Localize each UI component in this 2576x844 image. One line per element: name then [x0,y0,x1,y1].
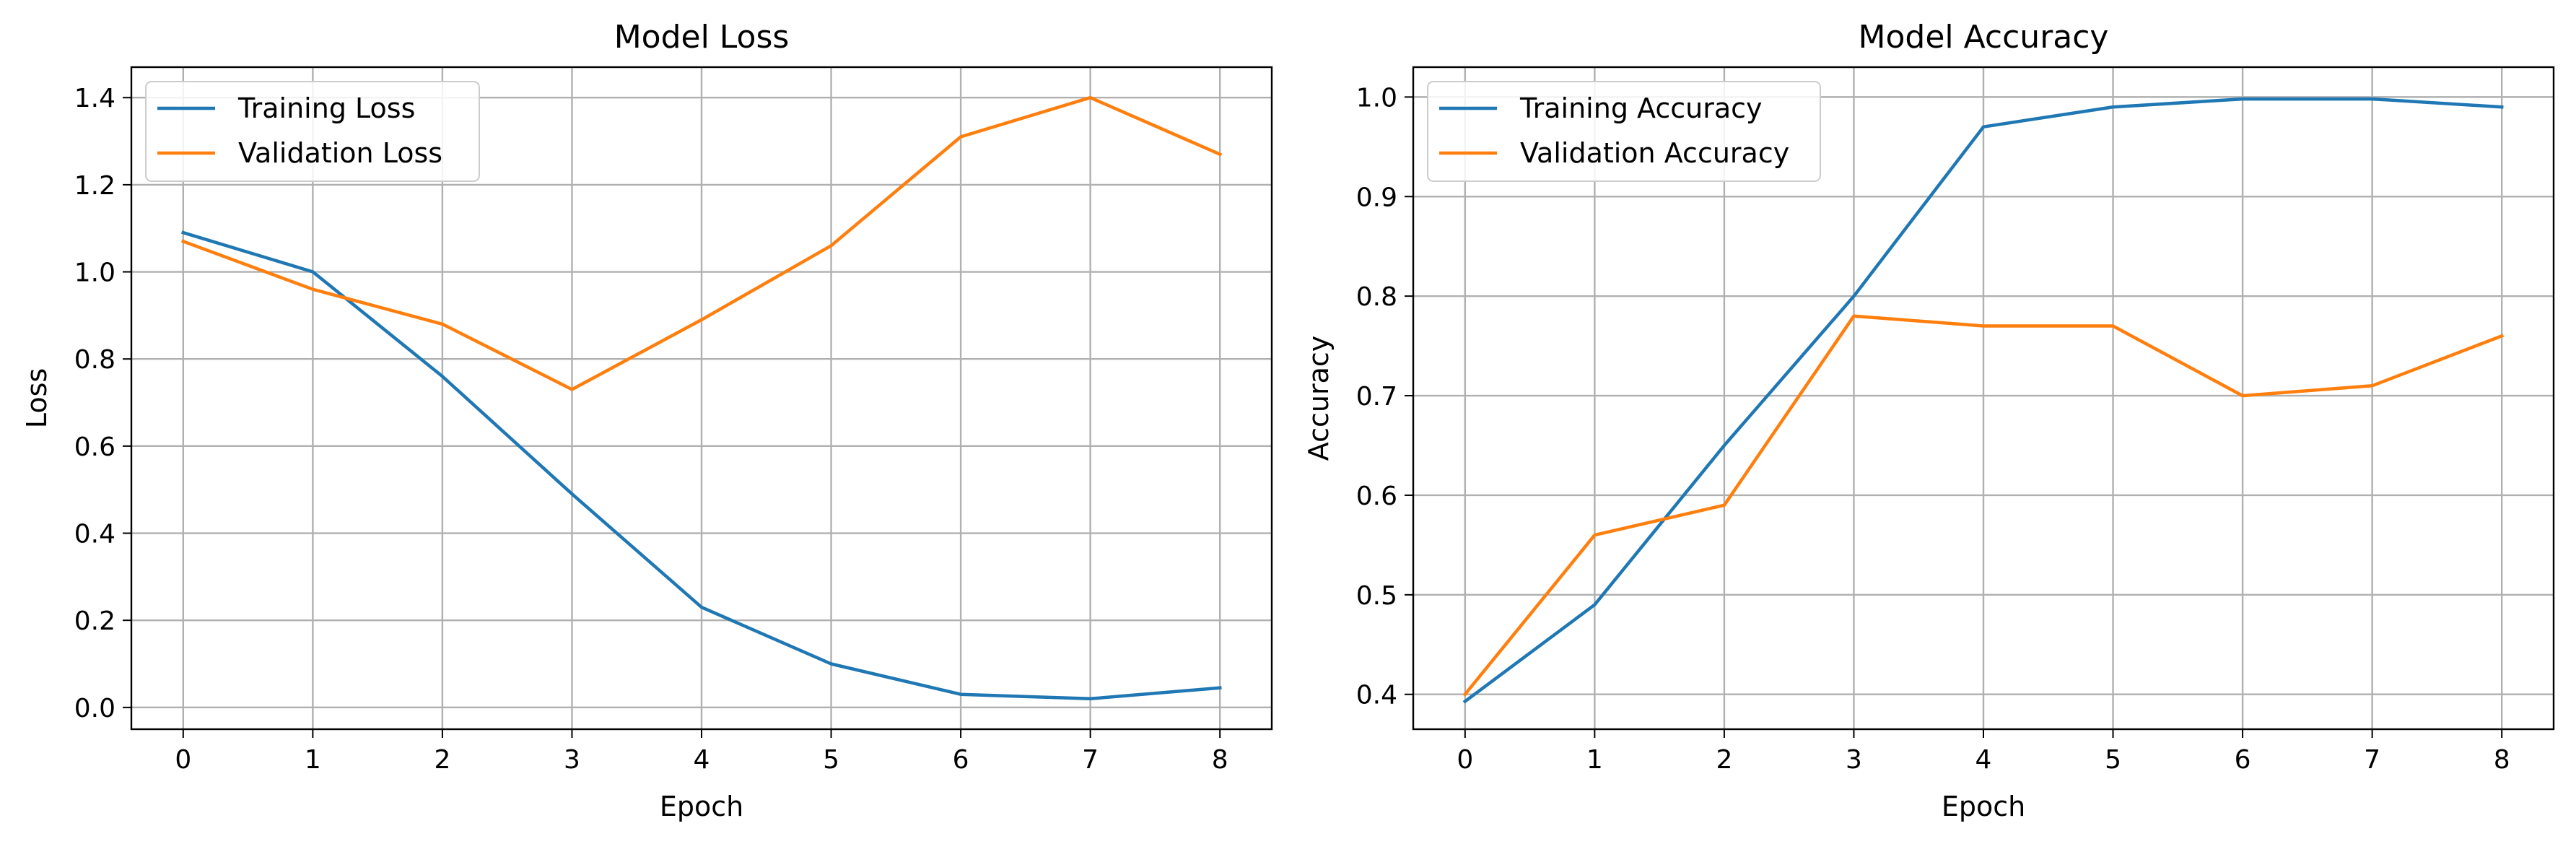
accuracy-series-line-1 [1462,314,2505,697]
accuracy-y-tick-label: 0.7 [1356,382,1397,412]
loss-x-tick-label: 2 [434,745,450,775]
accuracy-y-tick-label: 1.0 [1356,83,1397,113]
accuracy-y-tick-label: 0.8 [1356,282,1397,312]
loss-x-tick-label: 7 [1082,745,1099,775]
accuracy-y-tick-label: 0.6 [1356,482,1397,511]
loss-series-line-0 [180,230,1222,701]
accuracy-legend-box [1427,81,1821,182]
loss-x-axis-label: Epoch [660,791,743,822]
accuracy-chart-panel: 0 1 2 3 4 5 6 7 8 0.4 0.5 0.6 0.7 0.8 0.9 1.0 Model Accu… [1303,19,2555,822]
loss-y-tick-label: 0.2 [74,606,115,636]
loss-y-tick-label: 1.4 [74,84,115,113]
loss-legend-label-0: Training Loss [237,92,415,124]
loss-x-tick-label: 1 [305,745,321,775]
accuracy-legend-label-0: Training Accuracy [1519,92,1763,124]
accuracy-y-tick-label: 0.5 [1356,581,1397,611]
loss-x-tick-label: 8 [1212,745,1228,775]
accuracy-x-tick-label: 1 [1586,745,1603,775]
loss-y-tick-label: 1.0 [74,258,115,288]
loss-x-tick-label: 3 [564,745,580,775]
loss-chart-panel: 0 1 2 3 4 5 6 7 8 0.0 0.2 0.4 0.6 0.8 1.0 1.2 1.4 Model L… [21,19,1273,822]
accuracy-x-tick-label: 3 [1846,745,1862,775]
accuracy-x-tick-label: 4 [1975,745,1992,775]
loss-legend-label-1: Validation Loss [238,137,442,169]
accuracy-chart-title: Model Accuracy [1859,19,2109,56]
loss-legend-box [145,81,480,182]
loss-x-tick-label: 4 [694,745,710,775]
loss-x-tick-label: 6 [953,745,969,775]
accuracy-x-tick-label: 7 [2364,745,2380,775]
loss-x-tick-label: 0 [175,745,191,775]
accuracy-x-tick-label: 8 [2494,745,2510,775]
accuracy-x-axis-label: Epoch [1942,791,2025,822]
accuracy-x-tick-label: 0 [1457,745,1473,775]
loss-y-tick-label: 0.0 [74,694,115,723]
loss-series-line-1 [180,95,1223,391]
loss-y-tick-label: 0.6 [74,432,115,462]
loss-y-tick-label: 1.2 [74,171,115,201]
loss-y-tick-label: 0.4 [74,520,115,549]
accuracy-series-line-0 [1462,97,2504,704]
loss-y-tick-label: 0.8 [74,345,115,375]
accuracy-y-axis-label: Accuracy [1303,336,1335,461]
loss-y-axis-label: Loss [21,368,53,428]
accuracy-x-tick-label: 6 [2235,745,2251,775]
accuracy-y-tick-label: 0.4 [1356,681,1397,710]
accuracy-x-tick-label: 2 [1716,745,1732,775]
accuracy-y-tick-label: 0.9 [1356,183,1397,212]
accuracy-legend-label-1: Validation Accuracy [1520,137,1789,169]
loss-chart-title: Model Loss [614,19,790,56]
loss-x-tick-label: 5 [823,745,839,775]
accuracy-x-tick-label: 5 [2105,745,2121,775]
